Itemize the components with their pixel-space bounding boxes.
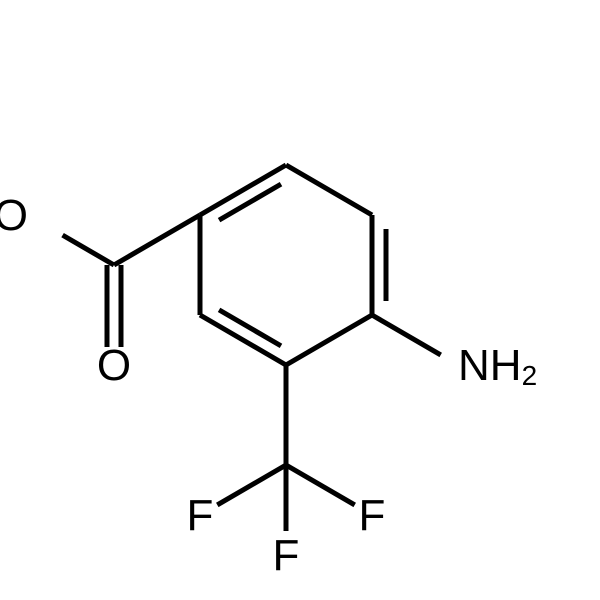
atom-label-n: NH2: [458, 341, 537, 391]
atom-label-o2: HO: [0, 191, 28, 240]
molecule-diagram: O HO NH2 F F F: [0, 0, 600, 600]
atom-label-f2: F: [273, 531, 300, 580]
atom-label-o1: O: [97, 341, 131, 390]
atom-label-f1: F: [187, 491, 214, 540]
atom-label-f3: F: [359, 491, 386, 540]
